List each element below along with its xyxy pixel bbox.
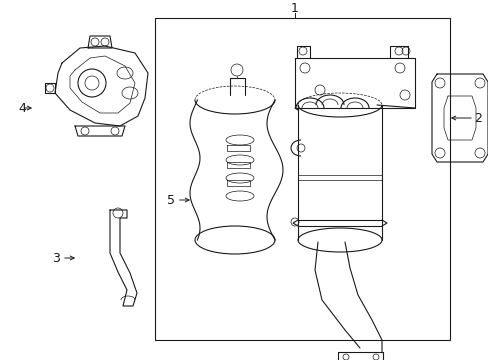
Text: 1: 1 [290,1,298,14]
Text: 2: 2 [473,112,481,125]
Text: 3: 3 [52,252,60,265]
Bar [155,18,449,340]
Text: 4: 4 [18,102,26,114]
Text: 5: 5 [167,194,175,207]
